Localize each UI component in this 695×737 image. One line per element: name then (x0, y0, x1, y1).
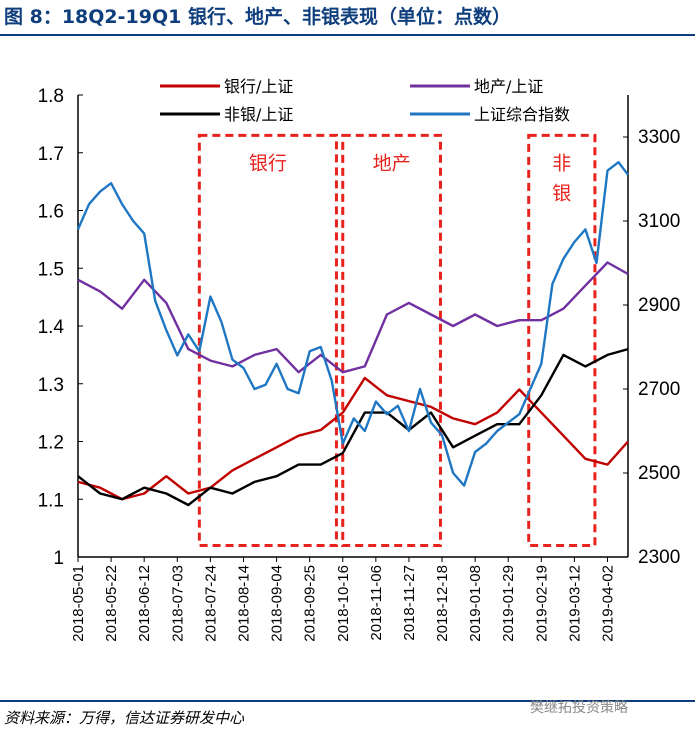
left-tick-label: 1.5 (38, 259, 64, 280)
x-tick-label: 2019-02-19 (533, 565, 550, 642)
right-tick-label: 2300 (638, 547, 680, 568)
left-tick-label: 1.1 (38, 490, 64, 511)
left-tick-label: 1.2 (38, 433, 64, 454)
x-tick-label: 2018-07-03 (169, 565, 186, 642)
highlight-box (197, 133, 338, 547)
x-tick-label: 2018-11-06 (368, 565, 385, 641)
x-tick-label: 2018-09-25 (302, 565, 319, 642)
highlight-box-label: 非 (552, 152, 571, 174)
x-tick-label: 2019-03-12 (566, 565, 583, 642)
left-tick-label: 1.6 (38, 202, 64, 223)
highlight-boxes: 银行 地产 非银 (197, 133, 597, 547)
x-tick-label: 2018-07-24 (202, 565, 219, 642)
x-tick-label: 2018-11-27 (401, 565, 418, 641)
chart-axes: 1 1.1 1.2 1.3 1.4 1.5 1.6 1.7 1.8 2300 2500 2700 290… (38, 86, 681, 642)
x-tick-label: 2018-06-12 (136, 565, 153, 642)
x-tick-label: 2018-12-18 (434, 565, 451, 642)
highlight-box-label: 银 (552, 182, 571, 204)
legend-label: 地产/上证 (474, 77, 543, 96)
x-tick-label: 2018-10-16 (335, 565, 352, 642)
legend-label: 银行/上证 (224, 77, 293, 96)
series-line (77, 261, 629, 374)
series-line (76, 160, 629, 487)
x-tick-label: 2018-09-04 (269, 565, 286, 642)
right-tick-label: 2500 (638, 463, 680, 484)
legend-label: 非银/上证 (224, 105, 293, 124)
highlight-box-label: 银行 (249, 152, 287, 174)
x-tick-label: 2018-08-14 (235, 565, 252, 642)
x-tick-label: 2018-05-22 (103, 565, 120, 642)
x-tick-label: 2019-04-02 (600, 565, 617, 642)
x-tick-label: 2018-05-01 (70, 565, 87, 642)
x-tick-label: 2019-01-29 (500, 565, 517, 642)
highlight-box-label: 地产 (373, 152, 411, 174)
right-tick-label: 3300 (638, 127, 680, 148)
x-tick-label: 2019-01-08 (467, 565, 484, 642)
series-line (77, 376, 629, 501)
right-tick-label: 3100 (638, 211, 680, 232)
left-tick-label: 1.8 (38, 86, 64, 107)
left-tick-label: 1.3 (38, 375, 64, 396)
bottom-rule (0, 700, 695, 702)
highlight-box (341, 133, 442, 547)
watermark: 樊继拓投资策略 (530, 700, 628, 716)
left-tick-label: 1 (53, 548, 64, 569)
figure-title: 图 8：18Q2-19Q1 银行、地产、非银表现（单位：点数） (4, 6, 511, 28)
legend-label: 上证综合指数 (474, 105, 570, 124)
left-tick-label: 1.7 (38, 144, 64, 165)
right-tick-label: 2700 (638, 379, 680, 400)
series-line (77, 347, 629, 507)
highlight-box (527, 133, 597, 547)
series-lines (76, 160, 629, 507)
line-chart: 1 1.1 1.2 1.3 1.4 1.5 1.6 1.7 1.8 2300 2500 2700 290… (38, 77, 681, 642)
right-tick-label: 2900 (638, 295, 680, 316)
source-note: 资料来源：万得，信达证券研发中心 (4, 709, 245, 727)
left-tick-label: 1.4 (38, 317, 65, 338)
title-rule (0, 34, 695, 36)
